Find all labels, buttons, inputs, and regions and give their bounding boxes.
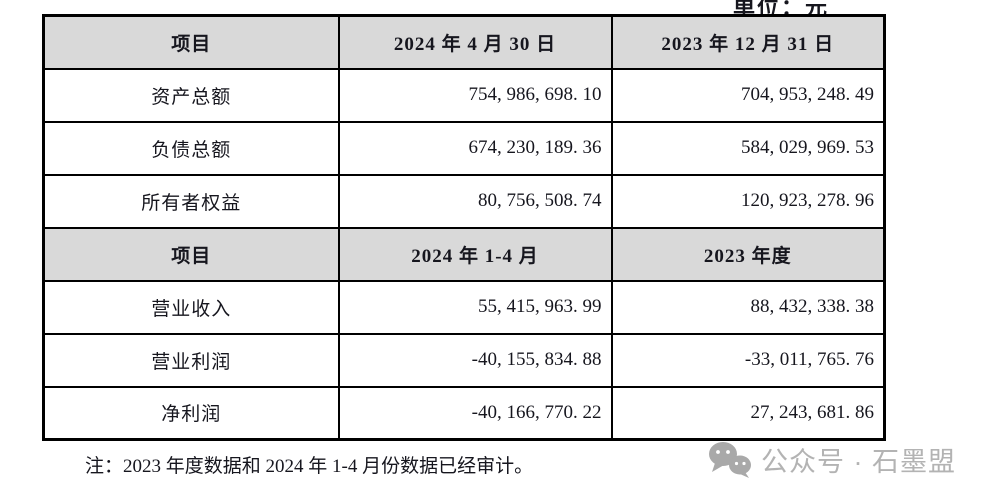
row-value-2: 704, 953, 248. 49 [610, 67, 886, 123]
row-value-2: 584, 029, 969. 53 [610, 120, 886, 176]
audit-note: 注：2023 年度数据和 2024 年 1-4 月份数据已经审计。 [85, 456, 534, 477]
table-row-operating-profit: 营业利润 -40, 155, 834. 88 -33, 011, 765. 76 [42, 332, 886, 388]
row-value-1: 55, 415, 963. 99 [337, 279, 613, 335]
table-row-net-profit: 净利润 -40, 166, 770. 22 27, 243, 681. 86 [42, 385, 886, 441]
row-label: 所有者权益 [42, 173, 340, 229]
income-header-item: 项目 [42, 226, 340, 282]
table-row-operating-revenue: 营业收入 55, 415, 963. 99 88, 432, 338. 38 [42, 279, 886, 335]
income-header-col2: 2023 年度 [610, 226, 886, 282]
row-label: 净利润 [42, 385, 340, 441]
financial-table: 项目 2024 年 4 月 30 日 2023 年 12 月 31 日 资产总额… [42, 14, 886, 441]
row-label: 营业利润 [42, 332, 340, 388]
balance-header-col2: 2023 年 12 月 31 日 [610, 14, 886, 70]
income-header-col1: 2024 年 1-4 月 [337, 226, 613, 282]
row-value-1: 674, 230, 189. 36 [337, 120, 613, 176]
balance-header-item: 项目 [42, 14, 340, 70]
income-header-row: 项目 2024 年 1-4 月 2023 年度 [42, 226, 886, 282]
row-value-1: 80, 756, 508. 74 [337, 173, 613, 229]
watermark-text: 公众号 · 石墨盟 [761, 447, 956, 477]
table-row-owners-equity: 所有者权益 80, 756, 508. 74 120, 923, 278. 96 [42, 173, 886, 229]
table-row-total-assets: 资产总额 754, 986, 698. 10 704, 953, 248. 49 [42, 67, 886, 123]
wechat-icon [708, 441, 752, 479]
row-value-2: 120, 923, 278. 96 [610, 173, 886, 229]
row-value-1: -40, 166, 770. 22 [337, 385, 613, 441]
balance-header-row: 项目 2024 年 4 月 30 日 2023 年 12 月 31 日 [42, 14, 886, 70]
watermark: 公众号 · 石墨盟 [708, 440, 956, 479]
table-row-total-liabilities: 负债总额 674, 230, 189. 36 584, 029, 969. 53 [42, 120, 886, 176]
row-label: 资产总额 [42, 67, 340, 123]
row-value-2: 88, 432, 338. 38 [610, 279, 886, 335]
row-value-1: 754, 986, 698. 10 [337, 67, 613, 123]
balance-header-col1: 2024 年 4 月 30 日 [337, 14, 613, 70]
row-value-2: 27, 243, 681. 86 [610, 385, 886, 441]
row-label: 负债总额 [42, 120, 340, 176]
row-label: 营业收入 [42, 279, 340, 335]
row-value-1: -40, 155, 834. 88 [337, 332, 613, 388]
row-value-2: -33, 011, 765. 76 [610, 332, 886, 388]
